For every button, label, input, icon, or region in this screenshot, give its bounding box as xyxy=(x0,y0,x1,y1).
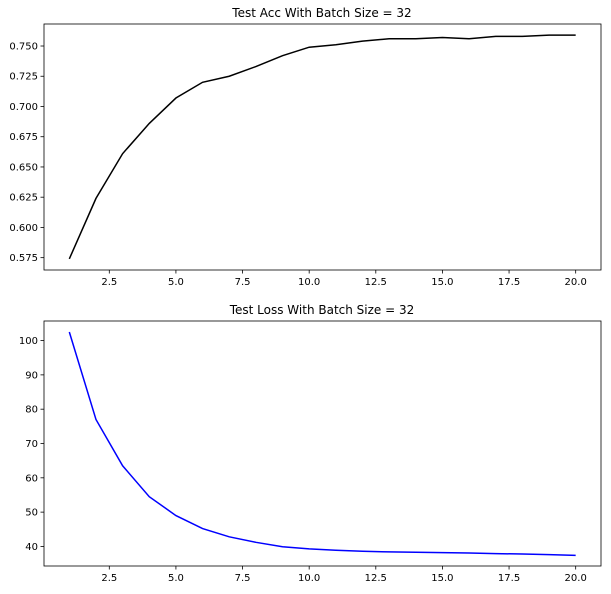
loss-x-tick-label: 17.5 xyxy=(498,573,520,584)
accuracy-x-tick-label: 2.5 xyxy=(101,277,117,288)
loss-axes-frame xyxy=(43,320,602,567)
loss-x-tick-label: 15.0 xyxy=(431,573,453,584)
loss-x-tick-label: 10.0 xyxy=(298,573,320,584)
loss-x-tick-label: 20.0 xyxy=(565,573,587,584)
loss-x-tick-label: 7.5 xyxy=(235,573,251,584)
loss-y-tick-label: 90 xyxy=(25,370,38,381)
accuracy-x-tick-label: 17.5 xyxy=(498,277,520,288)
accuracy-x-ticks: 2.5 5.0 7.5 10.0 12.5 15.0 17.5 20.0 xyxy=(101,270,587,288)
loss-y-tick-label: 60 xyxy=(25,473,38,484)
loss-y-tick-label: 100 xyxy=(19,336,38,347)
accuracy-axes-frame xyxy=(43,23,602,271)
accuracy-chart: Test Acc With Batch Size = 32 2.5 5.0 7.5 1… xyxy=(9,6,602,288)
accuracy-y-tick-label: 0.725 xyxy=(9,72,38,83)
accuracy-y-tick-label: 0.575 xyxy=(9,253,38,264)
accuracy-y-tick-label: 0.750 xyxy=(9,42,38,53)
loss-y-ticks: 40 50 60 70 80 90 100 xyxy=(19,336,44,553)
accuracy-y-tick-label: 0.650 xyxy=(9,162,38,173)
loss-x-tick-label: 2.5 xyxy=(101,573,117,584)
accuracy-chart-title: Test Acc With Batch Size = 32 xyxy=(231,6,411,20)
loss-chart-title: Test Loss With Batch Size = 32 xyxy=(229,303,415,317)
loss-x-tick-label: 12.5 xyxy=(365,573,387,584)
loss-chart: Test Loss With Batch Size = 32 2.5 5.0 7.5… xyxy=(19,303,602,584)
loss-y-tick-label: 40 xyxy=(25,542,38,553)
loss-y-tick-label: 80 xyxy=(25,405,38,416)
accuracy-x-tick-label: 20.0 xyxy=(565,277,587,288)
accuracy-y-tick-label: 0.600 xyxy=(9,223,38,234)
accuracy-y-ticks: 0.575 0.600 0.625 0.650 0.675 0.700 0.725 0.750 xyxy=(9,42,44,264)
loss-y-tick-label: 70 xyxy=(25,439,38,450)
loss-x-tick-label: 5.0 xyxy=(168,573,184,584)
loss-y-tick-label: 50 xyxy=(25,508,38,519)
accuracy-series-line xyxy=(68,34,576,260)
accuracy-x-tick-label: 5.0 xyxy=(168,277,184,288)
accuracy-x-tick-label: 15.0 xyxy=(431,277,453,288)
accuracy-x-tick-label: 7.5 xyxy=(235,277,251,288)
accuracy-y-tick-label: 0.675 xyxy=(9,132,38,143)
accuracy-x-tick-label: 10.0 xyxy=(298,277,320,288)
loss-x-ticks: 2.5 5.0 7.5 10.0 12.5 15.0 17.5 20.0 xyxy=(101,566,587,584)
accuracy-y-tick-label: 0.700 xyxy=(9,102,38,113)
accuracy-y-tick-label: 0.625 xyxy=(9,193,38,204)
loss-series-line xyxy=(68,331,576,557)
accuracy-x-tick-label: 12.5 xyxy=(365,277,387,288)
